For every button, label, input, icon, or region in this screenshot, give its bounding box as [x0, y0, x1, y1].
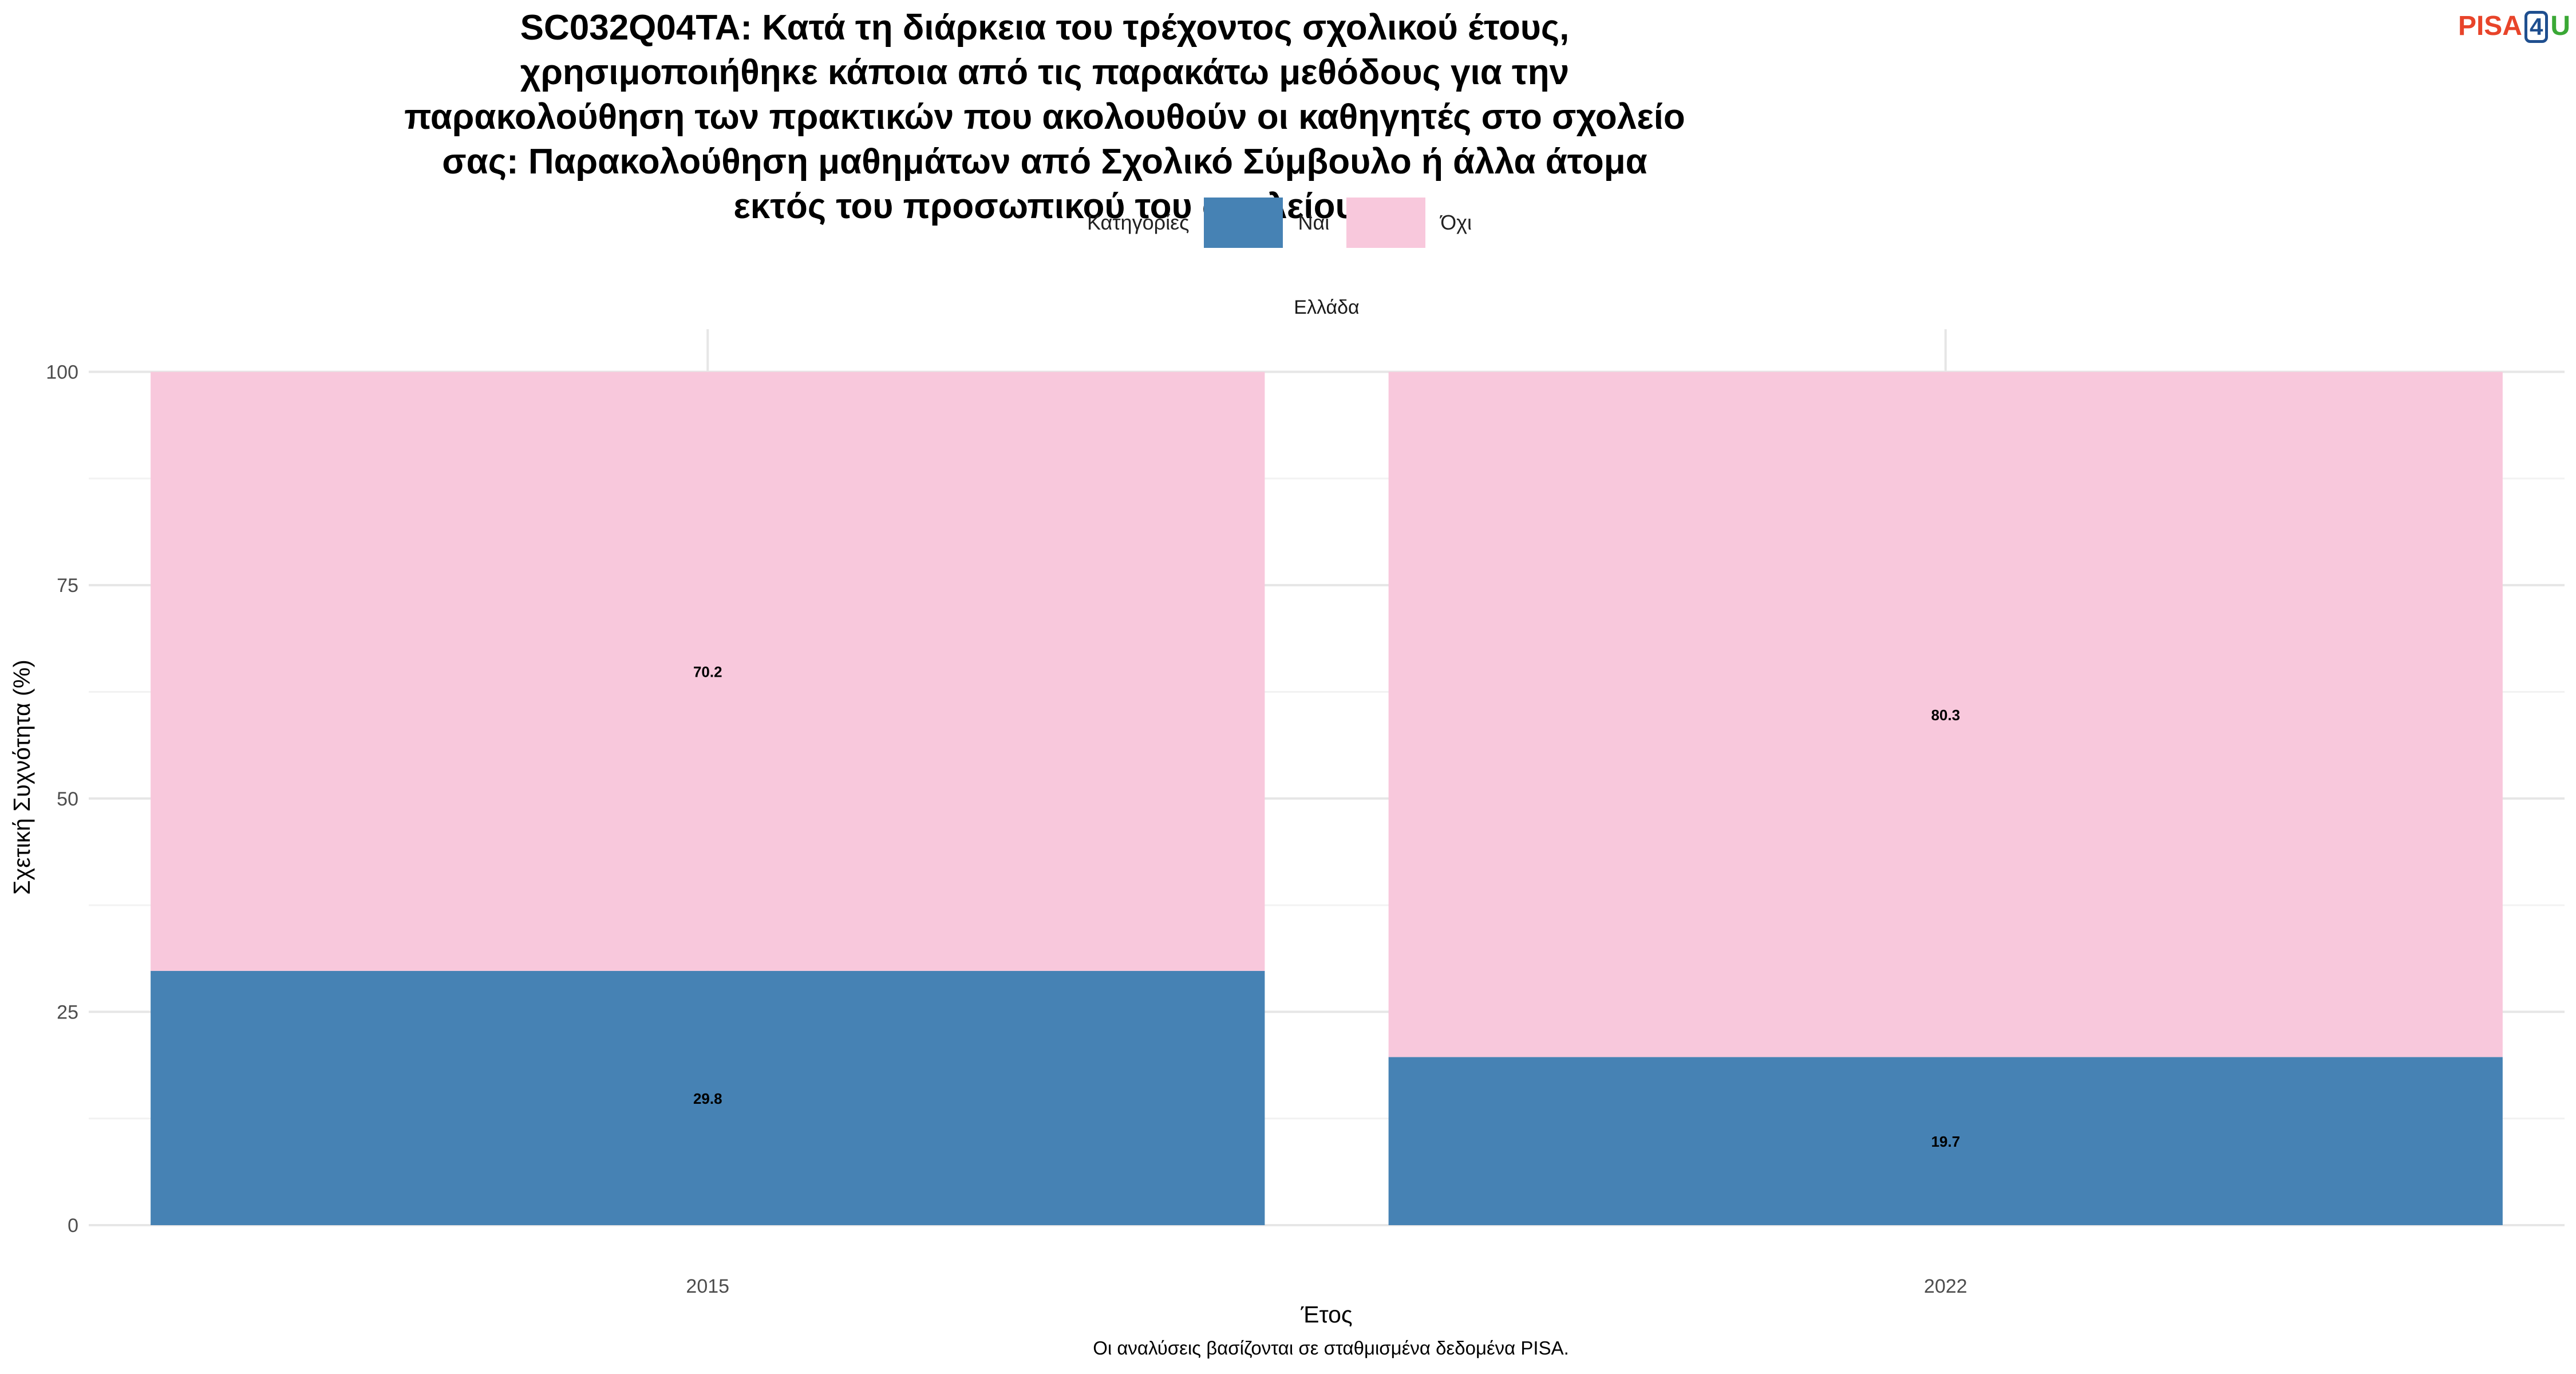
x-axis-title: Έτος [1300, 1301, 1352, 1328]
chart-legend: Κατηγορίες Ναι Όχι [0, 198, 2576, 248]
chart-caption: Οι αναλύσεις βασίζονται σε σταθμισμένα δ… [1093, 1337, 1569, 1359]
bar-yes-2015 [151, 970, 1265, 1225]
data-label: 29.8 [693, 1090, 722, 1107]
data-label: 19.7 [1931, 1133, 1960, 1150]
y-axis-title: Σχετική Συχνότητα (%) [9, 660, 35, 895]
y-tick-label: 25 [57, 1001, 78, 1023]
logo-text-pisa: PISA [2458, 11, 2522, 41]
data-label: 80.3 [1931, 706, 1960, 724]
data-label: 70.2 [693, 664, 722, 681]
bar-no-2015 [151, 372, 1265, 971]
bar-yes-2022 [1388, 1057, 2503, 1225]
y-tick-label: 75 [57, 575, 78, 597]
facet-label: Ελλάδα [1294, 297, 1359, 318]
bar-no-2022 [1388, 372, 2503, 1057]
logo-text-u: U [2550, 11, 2570, 41]
y-tick-label: 100 [46, 362, 78, 384]
x-tick-label: 2015 [686, 1276, 729, 1297]
legend-item-no: Όχι [1346, 198, 1489, 248]
y-tick-label: 0 [68, 1215, 78, 1237]
legend-label-no: Όχι [1440, 211, 1472, 234]
legend-title: Κατηγορίες [1086, 211, 1190, 234]
legend-swatch-no [1346, 198, 1426, 248]
logo-text-four: 4 [2524, 11, 2549, 43]
legend-label-yes: Ναι [1298, 211, 1330, 234]
chart-title: SC032Q04TA: Κατά τη διάρκεια του τρέχοντ… [404, 8, 1685, 226]
y-tick-label: 50 [57, 788, 78, 810]
pisa4u-logo: PISA 4 U [2458, 9, 2570, 44]
legend-item-yes: Ναι [1204, 198, 1346, 248]
legend-swatch-yes [1204, 198, 1283, 248]
x-tick-label: 2022 [1924, 1276, 1967, 1297]
